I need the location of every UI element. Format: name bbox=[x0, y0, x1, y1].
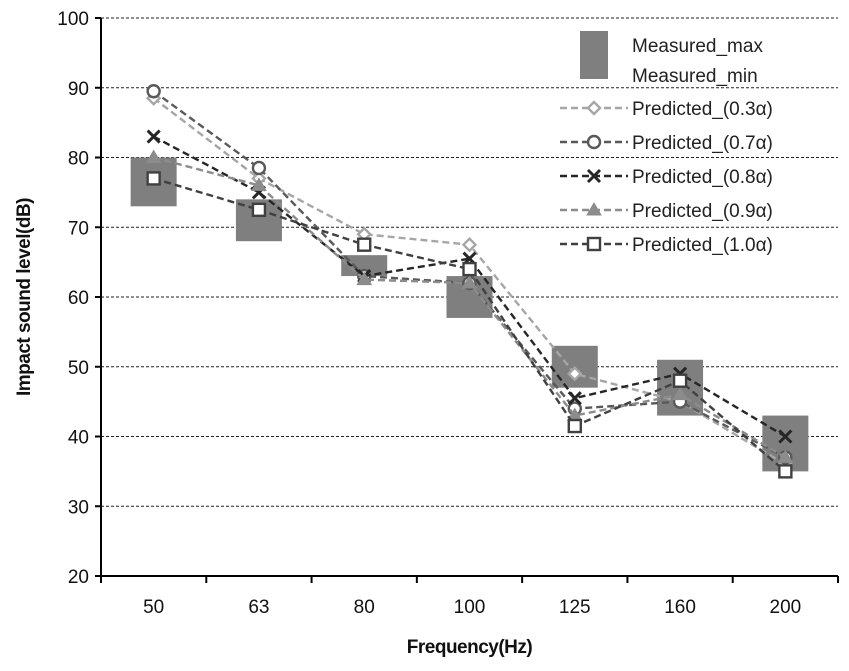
y-tick-label-40: 40 bbox=[68, 428, 89, 449]
predicted-series bbox=[145, 84, 794, 479]
series-4-point-160 bbox=[672, 386, 688, 401]
series-2-point-63 bbox=[251, 160, 267, 176]
x-axis-title: Frequency(Hz) bbox=[407, 637, 533, 658]
legend: Measured_max Measured_min Predicted_(0.3α)… bbox=[560, 31, 773, 256]
y-tick-label-80: 80 bbox=[68, 149, 89, 170]
legend-label-4: Predicted_(0.9α) bbox=[632, 201, 773, 222]
legend-measured-min-label: Measured_min bbox=[632, 66, 758, 87]
series-4-point-63 bbox=[251, 177, 267, 191]
legend-entry-2: Predicted_(0.7α) bbox=[560, 133, 773, 154]
legend-measured-max-label: Measured_max bbox=[632, 36, 763, 57]
legend-label-5: Predicted_(1.0α) bbox=[632, 235, 773, 256]
series-3-point-125 bbox=[567, 391, 582, 406]
series-5-point-160 bbox=[672, 373, 688, 388]
series-4-point-100 bbox=[461, 275, 478, 289]
legend-marker-2 bbox=[586, 134, 602, 150]
series-5-point-80 bbox=[357, 237, 372, 252]
series-5-point-200 bbox=[778, 464, 793, 479]
y-tick-label-50: 50 bbox=[68, 358, 89, 379]
series-4-point-50 bbox=[145, 149, 162, 163]
series-1-point-100 bbox=[461, 236, 478, 253]
legend-marker-5 bbox=[586, 236, 602, 252]
series-4-point-80 bbox=[356, 271, 373, 286]
grid-lines bbox=[101, 17, 838, 507]
legend-measured-swatch bbox=[580, 31, 608, 79]
x-tick-label-50: 50 bbox=[143, 597, 164, 618]
legend-marker-1 bbox=[586, 100, 602, 116]
series-4-point-200 bbox=[777, 449, 794, 463]
y-tick-label-30: 30 bbox=[68, 497, 89, 518]
tick-labels: 20 30 40 50 60 70 80 90 100 50 63 80 100 125 160 200 bbox=[57, 9, 801, 618]
series-1-point-125 bbox=[567, 366, 583, 382]
legend-marker-3 bbox=[586, 168, 602, 184]
x-tick-label-160: 160 bbox=[664, 597, 696, 618]
x-tick-label-200: 200 bbox=[770, 597, 802, 618]
y-tick-label-20: 20 bbox=[68, 567, 89, 588]
legend-label-2: Predicted_(0.7α) bbox=[632, 133, 773, 154]
axes bbox=[95, 17, 839, 583]
x-tick-label-125: 125 bbox=[559, 597, 591, 618]
y-tick-label-70: 70 bbox=[68, 218, 89, 239]
y-axis-title: Impact sound level(dB) bbox=[14, 198, 35, 396]
legend-entry-4: Predicted_(0.9α) bbox=[560, 201, 773, 222]
series-4 bbox=[145, 149, 794, 463]
x-tick-label-100: 100 bbox=[454, 597, 486, 618]
series-3-point-50 bbox=[146, 129, 161, 144]
series-5-point-100 bbox=[462, 261, 477, 277]
y-tick-label-100: 100 bbox=[57, 9, 89, 30]
series-5-point-63 bbox=[251, 202, 267, 218]
y-tick-label-60: 60 bbox=[68, 288, 89, 309]
series-5-point-125 bbox=[567, 418, 582, 434]
legend-entry-3: Predicted_(0.8α) bbox=[560, 167, 773, 188]
legend-measured: Measured_max Measured_min bbox=[580, 31, 763, 87]
series-5 bbox=[146, 171, 793, 479]
legend-entry-5: Predicted_(1.0α) bbox=[560, 235, 773, 256]
series-3-point-200 bbox=[778, 429, 793, 444]
x-tick-label-80: 80 bbox=[354, 597, 375, 618]
legend-label-1: Predicted_(0.3α) bbox=[632, 99, 773, 120]
legend-marker-4 bbox=[586, 202, 602, 216]
x-tick-label-63: 63 bbox=[248, 597, 269, 618]
legend-entry-1: Predicted_(0.3α) bbox=[560, 99, 773, 120]
series-5-point-50 bbox=[146, 171, 161, 186]
series-2-point-50 bbox=[146, 84, 161, 99]
legend-label-3: Predicted_(0.8α) bbox=[632, 167, 773, 188]
y-tick-label-90: 90 bbox=[68, 79, 89, 100]
